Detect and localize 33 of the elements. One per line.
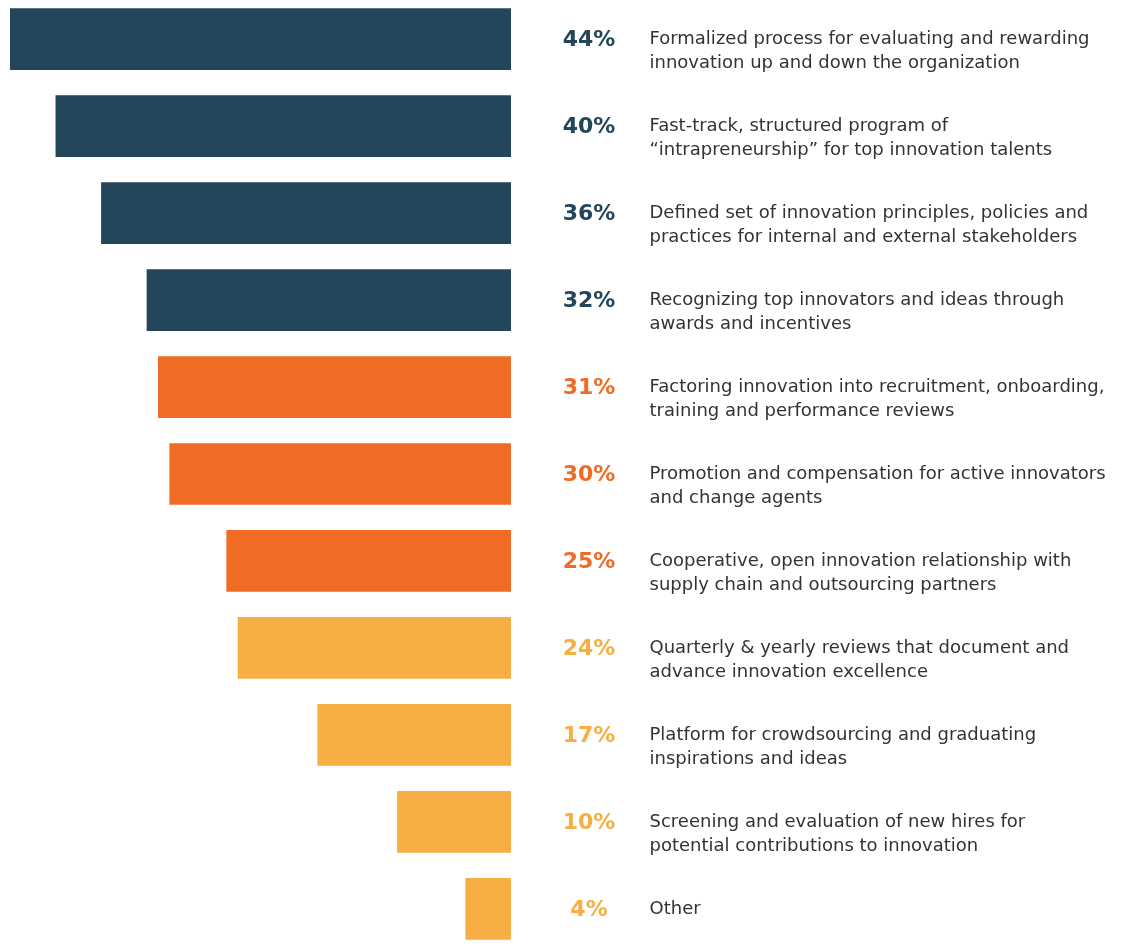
y-tick-label: Formalized process for evaluating and rewarding innovation up and down the organization bbox=[649, 27, 1090, 73]
bar bbox=[169, 443, 511, 505]
y-tick-label: Screening and evaluation of new hires for potential contributions to innovation bbox=[649, 809, 1026, 855]
bar bbox=[317, 704, 511, 766]
data-label: 24% bbox=[562, 634, 616, 660]
data-label: 17% bbox=[562, 721, 616, 747]
data-label: 25% bbox=[562, 547, 616, 573]
data-label: 40% bbox=[562, 113, 616, 139]
data-label: 32% bbox=[562, 287, 616, 313]
bar bbox=[10, 8, 511, 71]
y-tick-label: Quarterly & yearly reviews that document and advance innovation excellence bbox=[649, 635, 1070, 681]
data-label: 44% bbox=[562, 26, 616, 52]
bar bbox=[397, 790, 511, 853]
bar bbox=[158, 356, 511, 418]
y-tick-label: Promotion and compensation for active innovators and change agents bbox=[649, 462, 1106, 507]
bar bbox=[237, 617, 511, 679]
y-tick-label: Cooperative, open innovation relationship with supply chain and outsourcing partners bbox=[649, 548, 1072, 594]
bar bbox=[146, 269, 511, 331]
data-label: 4% bbox=[570, 895, 608, 921]
data-label: 31% bbox=[562, 374, 616, 400]
y-tick-label: Platform for crowdsourcing and graduating inspirations and ideas bbox=[649, 722, 1037, 768]
y-tick-label: Factoring innovation into recruitment, onboarding, training and performance reviews bbox=[649, 375, 1105, 421]
bar bbox=[226, 530, 511, 592]
y-tick-label: Other bbox=[649, 896, 702, 918]
bar bbox=[465, 877, 511, 940]
y-tick-label: Recognizing top innovators and ideas through awards and incentives bbox=[649, 288, 1065, 334]
bar bbox=[55, 95, 511, 158]
data-label: 30% bbox=[562, 461, 616, 486]
data-label: 36% bbox=[562, 200, 616, 226]
bar bbox=[101, 182, 511, 244]
data-label: 10% bbox=[562, 808, 616, 834]
y-tick-label: Defined set of innovation principles, policies and practices for internal and external stakeholders bbox=[649, 201, 1089, 247]
y-tick-label: Fast-track, structured program of “intrapreneurship” for top innovation talents bbox=[649, 114, 1053, 160]
